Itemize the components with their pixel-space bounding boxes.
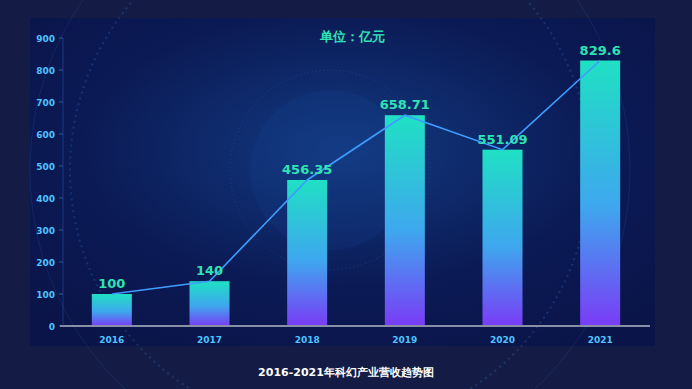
decor-ring [70, 0, 590, 389]
bar [190, 281, 230, 326]
y-tick-label: 300 [36, 226, 55, 236]
x-tick-label: 2019 [392, 335, 417, 345]
y-tick-label: 900 [36, 34, 55, 44]
data-label: 551.09 [477, 132, 527, 147]
y-tick-label: 200 [36, 258, 55, 268]
y-tick-label: 500 [36, 162, 55, 172]
data-label: 140 [196, 263, 223, 278]
background [0, 0, 692, 389]
x-tick-label: 2017 [197, 335, 222, 345]
y-tick [59, 198, 63, 199]
data-label: 829.6 [580, 43, 621, 58]
x-tick-label: 2018 [295, 335, 320, 345]
y-tick [59, 294, 63, 295]
x-tick-label: 2016 [99, 335, 124, 345]
y-tick [59, 70, 63, 71]
y-tick [59, 166, 63, 167]
y-tick [59, 38, 63, 39]
bar [580, 61, 620, 326]
y-axis [63, 38, 64, 326]
y-tick-label: 400 [36, 194, 55, 204]
trend-line [112, 61, 600, 294]
chart: 0 100 200 300 400 500 600 700 800 900 2016 2017 2018… [0, 0, 692, 389]
y-tick-label: 700 [36, 98, 55, 108]
y-tick [59, 230, 63, 231]
y-tick-label: 100 [36, 290, 55, 300]
x-tick-label: 2020 [490, 335, 515, 345]
y-tick [59, 134, 63, 135]
y-tick-label: 0 [49, 322, 55, 332]
panel [30, 18, 655, 346]
y-tick [59, 262, 63, 263]
x-axis [60, 325, 650, 327]
chart-root: 0 100 200 300 400 500 600 700 800 900 2016 2017 2018… [0, 0, 692, 389]
data-label: 658.71 [380, 97, 430, 112]
decor-ring [30, 0, 630, 389]
y-tick-label: 800 [36, 66, 55, 76]
y-tick [59, 102, 63, 103]
bar [385, 115, 425, 326]
bar [483, 150, 523, 326]
data-label: 456.35 [282, 162, 332, 177]
title: 2016-2021年科幻产业营收趋势图 [258, 366, 434, 379]
bar [287, 180, 327, 326]
x-tick-label: 2021 [588, 335, 613, 345]
bar [92, 294, 132, 326]
subtitle: 单位：亿元 [319, 29, 385, 44]
marks [92, 61, 620, 326]
data-label: 100 [98, 276, 125, 291]
y-tick-label: 600 [36, 130, 55, 140]
